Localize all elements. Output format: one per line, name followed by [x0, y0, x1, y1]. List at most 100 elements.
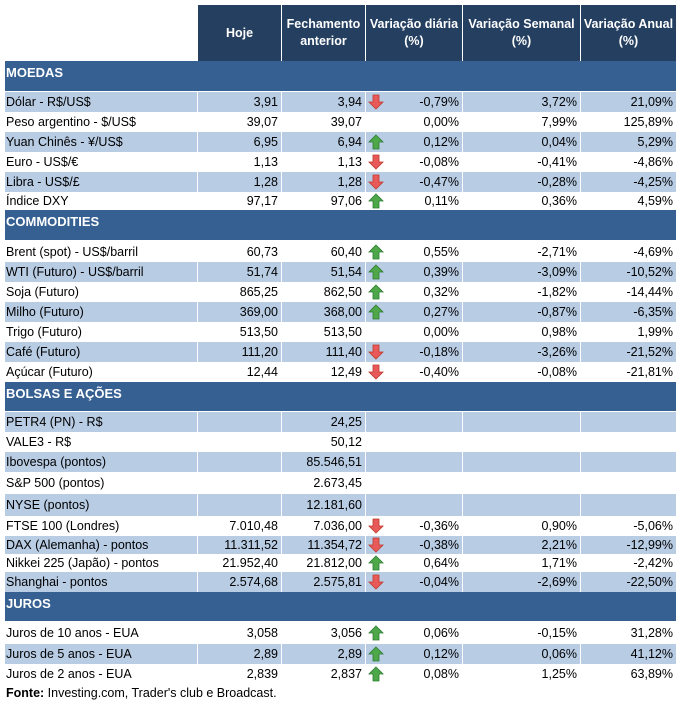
- header-hoje: Hoje: [198, 5, 282, 61]
- cell-variacao-anual: -4,25%: [581, 172, 676, 192]
- cell-label: Índice DXY: [5, 192, 198, 210]
- table-row: Dólar - R$/US$ 3,91 3,94 -0,79% 3,72% 21,09%: [5, 92, 676, 112]
- cell-variacao-anual: -21,81%: [581, 362, 676, 382]
- variacao-diaria-value: 0,12%: [423, 135, 459, 149]
- variacao-anual-value: 21,09%: [630, 95, 673, 109]
- cell-hoje: 111,20: [198, 342, 282, 362]
- cell-label: NYSE (pontos): [5, 494, 198, 516]
- cell-variacao-diaria: 0,00%: [366, 322, 463, 342]
- hoje-value: 111,20: [241, 345, 278, 359]
- table-row: DAX (Alemanha) - pontos 11.311,52 11.354,7…: [5, 536, 676, 554]
- table-row: NYSE (pontos) 12.181,60: [5, 494, 676, 516]
- table-row: Shanghai - pontos 2.574,68 2.575,81 -0,04% -…: [5, 572, 676, 592]
- variacao-anual-value: 63,89%: [630, 667, 673, 681]
- fechamento-value: 24,25: [330, 415, 362, 429]
- cell-fechamento: 862,50: [282, 282, 366, 302]
- cell-variacao-diaria: -0,79%: [366, 92, 463, 112]
- cell-fechamento: 3,056: [282, 622, 366, 644]
- cell-variacao-semanal: 1,71%: [463, 554, 581, 572]
- variacao-semanal-value: 1,71%: [541, 556, 577, 570]
- variacao-diaria-value: 0,64%: [423, 556, 459, 570]
- hoje-value: 369,00: [239, 305, 278, 319]
- variacao-semanal-value: -2,69%: [537, 575, 577, 589]
- cell-variacao-semanal: -0,08%: [463, 362, 581, 382]
- cell-fechamento: 1,28: [282, 172, 366, 192]
- cell-variacao-semanal: -1,82%: [463, 282, 581, 302]
- cell-label: Nikkei 225 (Japão) - pontos: [5, 554, 198, 572]
- variacao-semanal-value: 0,90%: [541, 519, 577, 533]
- hoje-value: 3,91: [253, 95, 278, 109]
- hoje-value: 12,44: [246, 365, 278, 379]
- table-row: Juros de 10 anos - EUA 3,058 3,056 0,06% -0,…: [5, 622, 676, 644]
- fechamento-value: 39,07: [330, 115, 362, 129]
- cell-variacao-diaria: -0,38%: [366, 536, 463, 554]
- cell-variacao-semanal: 7,99%: [463, 112, 581, 132]
- arrow-down-icon: [368, 537, 384, 553]
- cell-fechamento: 51,54: [282, 262, 366, 282]
- variacao-diaria-value: -0,18%: [419, 345, 459, 359]
- variacao-anual-value: 1,99%: [637, 325, 673, 339]
- arrow-up-icon: [368, 193, 384, 209]
- section-header: COMMODITIES: [5, 210, 676, 241]
- header-fechamento: Fechamento anterior: [282, 5, 366, 61]
- variacao-diaria-value: -0,38%: [419, 538, 459, 552]
- table-row: Brent (spot) - US$/barril 60,73 60,40 0,55%…: [5, 241, 676, 262]
- cell-label: Juros de 2 anos - EUA: [5, 664, 198, 684]
- cell-variacao-diaria: 0,27%: [366, 302, 463, 322]
- cell-variacao-anual: -22,50%: [581, 572, 676, 592]
- cell-fechamento: 368,00: [282, 302, 366, 322]
- label-value: Trigo (Futuro): [6, 325, 82, 339]
- fechamento-value: 85.546,51: [306, 455, 362, 469]
- arrow-up-icon: [368, 555, 384, 571]
- arrow-down-icon: [368, 518, 384, 534]
- variacao-semanal-value: -1,82%: [537, 285, 577, 299]
- variacao-diaria-value: 0,12%: [423, 647, 459, 661]
- cell-variacao-diaria: 0,64%: [366, 554, 463, 572]
- fechamento-value: 513,50: [323, 325, 362, 339]
- variacao-semanal-value: -2,71%: [537, 244, 577, 259]
- fechamento-value: 6,94: [337, 135, 362, 149]
- label-value: Peso argentino - $/US$: [6, 115, 136, 129]
- variacao-semanal-value: 7,99%: [541, 115, 577, 129]
- table-row: Juros de 2 anos - EUA 2,839 2,837 0,08% 1,25…: [5, 664, 676, 684]
- cell-variacao-diaria: 0,12%: [366, 132, 463, 152]
- arrow-up-icon: [368, 646, 384, 662]
- hoje-value: 6,95: [253, 135, 278, 149]
- arrow-down-icon: [368, 94, 384, 110]
- cell-hoje: 865,25: [198, 282, 282, 302]
- variacao-anual-value: 4,59%: [637, 194, 673, 208]
- cell-variacao-diaria: -0,18%: [366, 342, 463, 362]
- cell-hoje: [198, 452, 282, 472]
- arrow-down-icon: [368, 154, 384, 170]
- table-row: FTSE 100 (Londres) 7.010,48 7.036,00 -0,36%…: [5, 516, 676, 536]
- cell-variacao-semanal: -0,41%: [463, 152, 581, 172]
- cell-variacao-semanal: 2,21%: [463, 536, 581, 554]
- variacao-anual-value: -5,06%: [633, 519, 673, 533]
- cell-fechamento: 39,07: [282, 112, 366, 132]
- cell-variacao-anual: -2,42%: [581, 554, 676, 572]
- fechamento-value: 21.812,00: [306, 556, 362, 570]
- cell-variacao-diaria: 0,12%: [366, 644, 463, 664]
- label-value: Dólar - R$/US$: [6, 95, 91, 109]
- table-row: Libra - US$/£ 1,28 1,28 -0,47% -0,28% -4,25%: [5, 172, 676, 192]
- label-value: Milho (Futuro): [6, 305, 84, 319]
- table-row: Trigo (Futuro) 513,50 513,50 0,00% 0,98% 1,99…: [5, 322, 676, 342]
- hoje-value: 60,73: [246, 244, 278, 259]
- hoje-value: 1,13: [253, 155, 278, 169]
- fechamento-value: 1,28: [337, 175, 362, 189]
- variacao-anual-value: 31,28%: [630, 626, 673, 640]
- variacao-diaria-value: 0,00%: [423, 325, 459, 339]
- cell-label: Soja (Futuro): [5, 282, 198, 302]
- cell-label: Açúcar (Futuro): [5, 362, 198, 382]
- variacao-diaria-value: -0,40%: [419, 365, 459, 379]
- variacao-semanal-value: 1,25%: [541, 667, 577, 681]
- hoje-value: 39,07: [246, 115, 278, 129]
- cell-label: Juros de 5 anos - EUA: [5, 644, 198, 664]
- cell-variacao-semanal: -0,87%: [463, 302, 581, 322]
- cell-variacao-semanal: [463, 432, 581, 452]
- cell-hoje: 12,44: [198, 362, 282, 382]
- cell-hoje: 97,17: [198, 192, 282, 210]
- fechamento-value: 3,056: [330, 626, 362, 640]
- cell-fechamento: 97,06: [282, 192, 366, 210]
- hoje-value: 97,17: [246, 194, 278, 208]
